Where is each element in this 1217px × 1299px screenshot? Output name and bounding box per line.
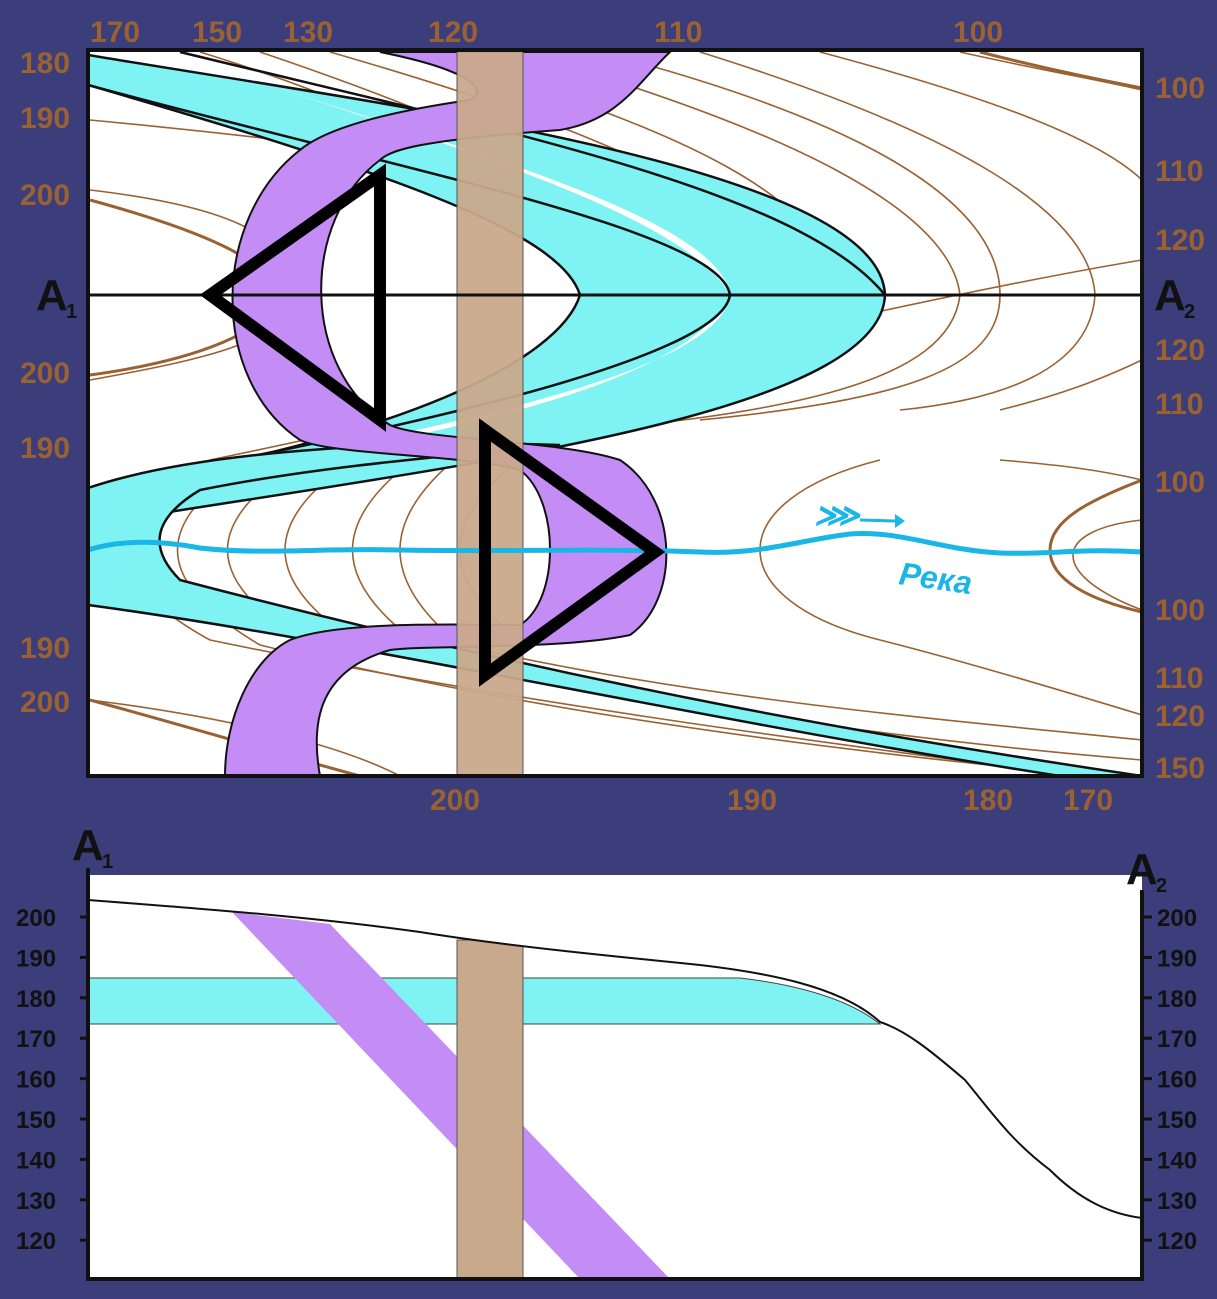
right-label: 110 xyxy=(1155,388,1203,421)
top-label: 110 xyxy=(654,16,702,49)
left-label: 190 xyxy=(20,432,70,465)
left-label: 190 xyxy=(20,102,70,135)
right-tick-label: 130 xyxy=(1157,1188,1197,1215)
left-tick-label: 120 xyxy=(16,1228,56,1255)
right-label: 120 xyxy=(1155,224,1205,257)
left-tick-label: 140 xyxy=(16,1147,56,1174)
section-end-label: A xyxy=(1154,271,1186,320)
right-axis-labels: 100 110 120 120 110 100 100 110 120 150 xyxy=(1155,72,1205,785)
triangle-marker-right xyxy=(479,418,666,687)
left-label: 200 xyxy=(20,357,70,390)
right-tick-label: 200 xyxy=(1157,905,1197,932)
left-tick-label: 160 xyxy=(16,1067,56,1094)
right-tick-label: 170 xyxy=(1157,1026,1197,1053)
left-tick-label: 150 xyxy=(16,1107,56,1134)
left-tick-label: 180 xyxy=(16,986,56,1013)
right-label: 100 xyxy=(1155,594,1205,627)
water-layer-upper xyxy=(88,53,887,527)
left-label: 200 xyxy=(20,686,70,719)
profile-start-subscript: 1 xyxy=(102,851,113,873)
left-tick-label: 170 xyxy=(16,1026,56,1053)
bottom-label: 190 xyxy=(727,784,777,817)
right-label: 150 xyxy=(1155,752,1205,785)
bottom-label: 200 xyxy=(430,784,480,817)
profile-fault-layer xyxy=(232,912,670,1279)
right-label: 100 xyxy=(1155,72,1205,105)
top-label: 100 xyxy=(953,16,1003,49)
section-start-label: A xyxy=(36,271,68,320)
top-label: 150 xyxy=(192,16,242,49)
river-line xyxy=(88,530,1142,556)
profile-dyke xyxy=(456,939,524,1279)
profile-end-subscript: 2 xyxy=(1156,875,1167,897)
bottom-label: 180 xyxy=(963,784,1013,817)
left-tick-label: 190 xyxy=(16,945,56,972)
right-tick-label: 140 xyxy=(1157,1147,1197,1174)
profile-ticks: 200 190 180 170 160 150 140 130 120 200 190 180 170 1… xyxy=(16,905,1197,1255)
top-axis-labels: 170 150 130 120 110 100 xyxy=(90,16,1003,49)
right-label: 110 xyxy=(1155,662,1203,695)
bottom-label: 170 xyxy=(1063,784,1113,817)
left-tick-label: 130 xyxy=(16,1188,56,1215)
right-label: 110 xyxy=(1155,155,1203,188)
map-frame xyxy=(86,48,1144,778)
left-label: 200 xyxy=(20,179,70,212)
left-tick-label: 200 xyxy=(16,905,56,932)
top-label: 170 xyxy=(90,16,140,49)
bottom-axis-labels: 200 190 180 170 xyxy=(430,784,1113,817)
profile-contents xyxy=(88,875,1142,1279)
right-tick-label: 120 xyxy=(1157,1228,1197,1255)
map-contents: ⋙ Река xyxy=(88,50,1142,776)
left-axis-labels: 180 190 200 200 190 190 200 xyxy=(20,47,70,719)
thick-contours xyxy=(89,50,1142,776)
top-label: 130 xyxy=(283,16,333,49)
right-label: 120 xyxy=(1155,334,1205,367)
section-end-subscript: 2 xyxy=(1184,301,1195,323)
left-label: 180 xyxy=(20,47,70,80)
right-label: 120 xyxy=(1155,700,1205,733)
right-tick-label: 180 xyxy=(1157,986,1197,1013)
profile-end-label: A xyxy=(1126,845,1158,894)
river-flow-chevrons: ⋙ xyxy=(814,497,861,533)
top-label: 120 xyxy=(428,16,478,49)
profile-start-label: A xyxy=(72,821,104,870)
profile-ground-surface xyxy=(88,899,1142,1219)
river-flow-arrow-line xyxy=(859,518,896,523)
right-tick-label: 160 xyxy=(1157,1067,1197,1094)
profile-sky xyxy=(88,875,1142,1218)
right-tick-label: 150 xyxy=(1157,1107,1197,1134)
right-label: 100 xyxy=(1155,466,1205,499)
right-tick-label: 190 xyxy=(1157,945,1197,972)
river-flow-arrowhead xyxy=(895,514,905,528)
triangle-marker-left xyxy=(199,163,386,432)
left-label: 190 xyxy=(20,632,70,665)
section-start-subscript: 1 xyxy=(66,301,77,323)
